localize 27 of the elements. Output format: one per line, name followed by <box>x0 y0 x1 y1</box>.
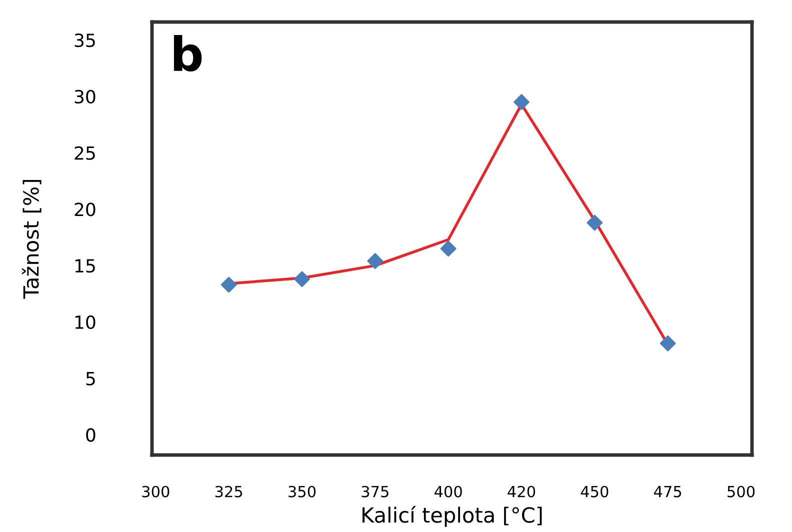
annotation: b <box>174 34 202 72</box>
y-tick-label: 25 <box>74 146 95 160</box>
y-tick-label: 0 <box>86 428 96 442</box>
y-tick-label: 35 <box>74 34 95 48</box>
x-tick-label: 325 <box>215 486 242 498</box>
x-tick-label: 420 <box>508 486 536 498</box>
point <box>660 335 676 352</box>
point <box>294 271 310 288</box>
x-tick-label: 375 <box>362 486 388 498</box>
x-tick-label: 450 <box>580 486 608 498</box>
x-tick-label: 400 <box>434 486 462 498</box>
x-axis-title: Kalicí teplota [°C] <box>362 506 542 527</box>
x-tick-label: 350 <box>288 486 316 498</box>
y-tick-label: 15 <box>75 259 95 273</box>
point <box>220 276 237 293</box>
point <box>440 240 456 257</box>
x-tick-label: 475 <box>654 486 682 498</box>
point <box>367 253 384 270</box>
x-tick-label: 500 <box>728 486 755 498</box>
y-tick-label: 5 <box>86 372 95 386</box>
y-tick-label: 30 <box>74 90 96 104</box>
y-tick-label: 10 <box>75 315 96 330</box>
y-tick-label: 20 <box>74 202 96 216</box>
point <box>514 94 530 110</box>
y-axis-title: Tažnost [%] <box>22 180 42 299</box>
x-tick-label: 300 <box>142 486 170 498</box>
point <box>586 214 603 231</box>
